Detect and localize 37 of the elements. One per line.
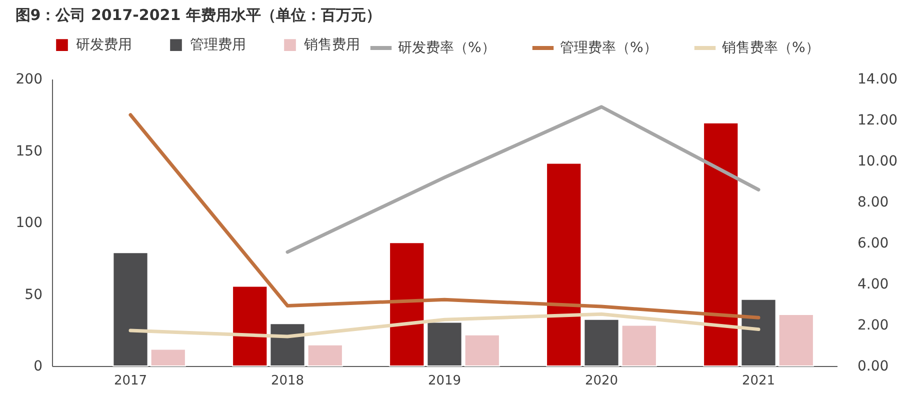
- legend-label: 研发费用: [76, 37, 132, 54]
- bar: [703, 122, 739, 366]
- bar: [778, 314, 814, 366]
- line-series: [128, 312, 760, 338]
- y2-tick-label: 2.00: [858, 318, 889, 334]
- y2-tick-label: 10.00: [858, 154, 898, 170]
- y2-tick-label: 0.00: [858, 358, 889, 374]
- bar: [389, 242, 425, 366]
- y2-tick-label: 4.00: [858, 276, 889, 292]
- legend-label: 研发费率（%）: [398, 40, 496, 56]
- y2-tick-label: 14.00: [858, 72, 898, 88]
- bar: [232, 286, 268, 366]
- legend-label: 管理费率（%）: [560, 40, 658, 56]
- y-tick-label: 150: [16, 143, 42, 160]
- x-tick-label: 2019: [428, 374, 462, 388]
- line-series: [128, 113, 760, 320]
- bar: [307, 344, 343, 366]
- y-tick-label: 100: [16, 215, 42, 231]
- legend-label: 管理费用: [190, 37, 246, 54]
- bar: [546, 162, 582, 366]
- y-tick-label: 200: [16, 72, 42, 88]
- line-series: [286, 105, 760, 254]
- chart-title: 图9：公司 2017-2021 年费用水平（单位：百万元）: [15, 6, 381, 24]
- x-tick-label: 2018: [270, 374, 304, 388]
- bar: [621, 324, 657, 366]
- x-tick-label: 2017: [114, 374, 148, 388]
- y2-tick-label: 6.00: [858, 236, 889, 252]
- legend-label: 销售费用: [303, 37, 360, 54]
- x-tick-label: 2020: [584, 374, 618, 388]
- y-tick-label: 50: [24, 286, 42, 303]
- y2-tick-label: 8.00: [858, 194, 889, 210]
- bar: [464, 334, 500, 366]
- y-tick-label: 0: [34, 358, 42, 374]
- bar: [150, 348, 186, 366]
- legend-label: 销售费率（%）: [721, 40, 820, 56]
- x-tick-label: 2021: [742, 374, 776, 388]
- y2-tick-label: 12.00: [858, 112, 898, 128]
